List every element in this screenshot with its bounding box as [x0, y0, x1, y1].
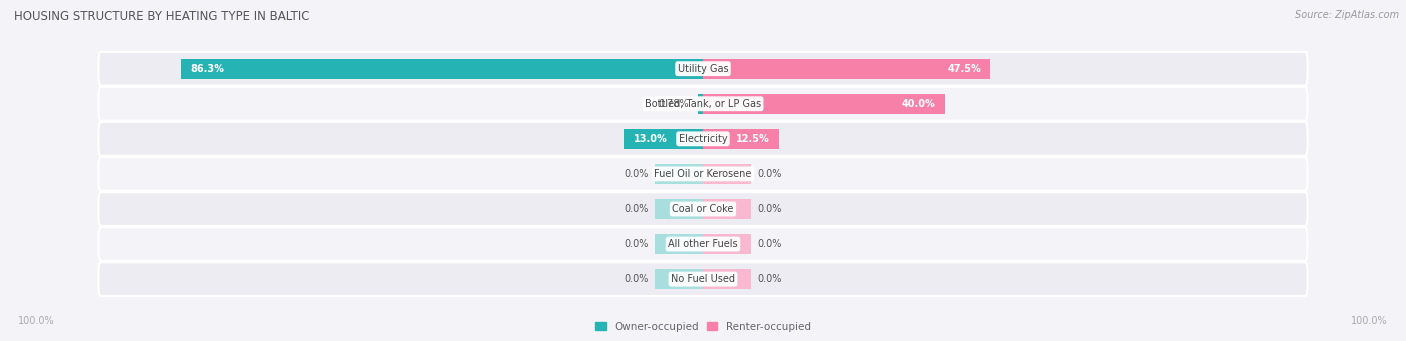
Text: 0.0%: 0.0%: [758, 274, 782, 284]
Bar: [703, 269, 751, 289]
FancyBboxPatch shape: [98, 262, 1308, 296]
FancyBboxPatch shape: [98, 52, 1308, 86]
Text: Electricity: Electricity: [679, 134, 727, 144]
Legend: Owner-occupied, Renter-occupied: Owner-occupied, Renter-occupied: [591, 317, 815, 336]
Text: Fuel Oil or Kerosene: Fuel Oil or Kerosene: [654, 169, 752, 179]
FancyBboxPatch shape: [98, 87, 1308, 121]
Text: 0.0%: 0.0%: [624, 169, 648, 179]
Text: 0.78%: 0.78%: [658, 99, 689, 109]
Bar: [655, 269, 703, 289]
Text: 12.5%: 12.5%: [735, 134, 769, 144]
Text: 100.0%: 100.0%: [18, 315, 55, 326]
Bar: [703, 164, 751, 184]
FancyBboxPatch shape: [98, 227, 1308, 261]
FancyBboxPatch shape: [98, 157, 1308, 191]
Text: 100.0%: 100.0%: [1351, 315, 1388, 326]
Text: 40.0%: 40.0%: [903, 99, 936, 109]
Text: 13.0%: 13.0%: [634, 134, 668, 144]
Bar: [655, 164, 703, 184]
Text: 0.0%: 0.0%: [624, 204, 648, 214]
Bar: [655, 234, 703, 254]
Bar: [703, 199, 751, 219]
Text: Utility Gas: Utility Gas: [678, 64, 728, 74]
Bar: [703, 234, 751, 254]
Text: 0.0%: 0.0%: [624, 239, 648, 249]
Text: Bottled, Tank, or LP Gas: Bottled, Tank, or LP Gas: [645, 99, 761, 109]
Text: 0.0%: 0.0%: [758, 204, 782, 214]
Bar: [181, 59, 703, 79]
Bar: [655, 199, 703, 219]
Text: 0.0%: 0.0%: [758, 169, 782, 179]
Text: 47.5%: 47.5%: [948, 64, 981, 74]
FancyBboxPatch shape: [98, 192, 1308, 226]
Text: Coal or Coke: Coal or Coke: [672, 204, 734, 214]
Bar: [703, 93, 945, 114]
Bar: [703, 129, 779, 149]
Text: HOUSING STRUCTURE BY HEATING TYPE IN BALTIC: HOUSING STRUCTURE BY HEATING TYPE IN BAL…: [14, 10, 309, 23]
Text: 0.0%: 0.0%: [758, 239, 782, 249]
Bar: [624, 129, 703, 149]
Text: No Fuel Used: No Fuel Used: [671, 274, 735, 284]
Bar: [699, 93, 703, 114]
Text: Source: ZipAtlas.com: Source: ZipAtlas.com: [1295, 10, 1399, 20]
Bar: [703, 59, 990, 79]
Text: All other Fuels: All other Fuels: [668, 239, 738, 249]
FancyBboxPatch shape: [98, 122, 1308, 156]
Text: 86.3%: 86.3%: [190, 64, 224, 74]
Text: 0.0%: 0.0%: [624, 274, 648, 284]
